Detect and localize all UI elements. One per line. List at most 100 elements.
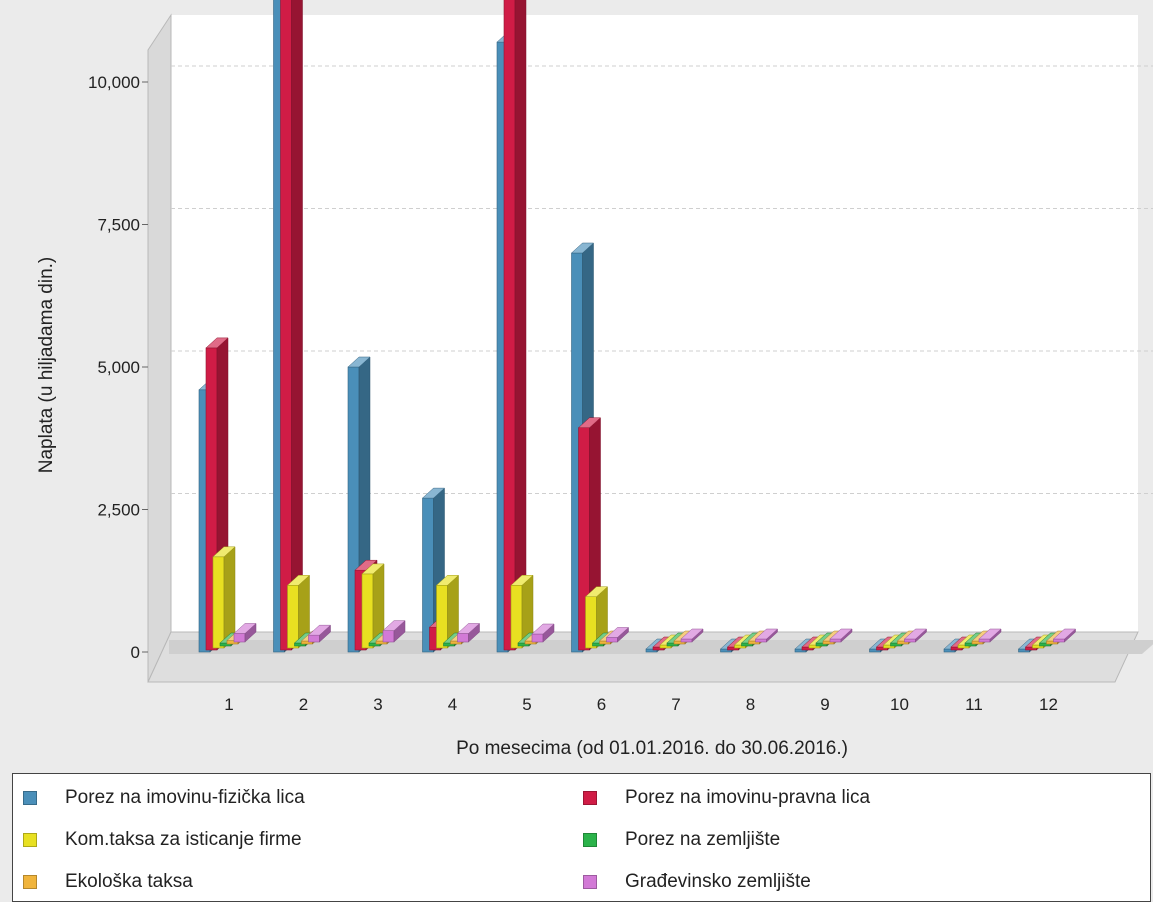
bar-top (347, 356, 371, 368)
x-axis-ticks: 1 2 3 4 5 6 7 8 9 10 11 12 (224, 695, 1058, 714)
bar-top (978, 628, 1002, 640)
legend-swatch (583, 833, 597, 847)
x-tick-label: 10 (890, 695, 909, 714)
bar-front (233, 633, 246, 643)
bar (605, 626, 630, 643)
bar-top (233, 623, 257, 634)
legend-label: Ekološka taksa (65, 871, 193, 892)
x-tick-label: 9 (820, 695, 829, 714)
bar-front (382, 630, 395, 643)
bar (754, 628, 779, 643)
legend: Porez na imovinu-fizička lica Porez na im… (12, 773, 1151, 902)
bar (978, 628, 1002, 643)
bar-top (456, 623, 481, 634)
x-tick-label: 6 (597, 695, 606, 714)
legend-item: Porez na imovinu-fizička lica (23, 786, 305, 810)
bar-top (754, 628, 779, 640)
x-axis-label: Po mesecima (od 01.01.2016. do 30.06.201… (456, 738, 848, 759)
bar-top (570, 242, 595, 254)
legend-item: Porez na zemljište (583, 828, 780, 852)
x-tick-label: 5 (522, 695, 531, 714)
bar-top (510, 575, 534, 586)
x-tick-label: 1 (224, 695, 233, 714)
bar-top (1052, 628, 1077, 640)
bar (1052, 628, 1077, 643)
bar-top (680, 628, 704, 640)
bar-top (435, 575, 460, 586)
legend-item: Kom.taksa za isticanje firme (23, 828, 302, 852)
bar-front (436, 584, 448, 649)
bar (361, 563, 385, 649)
bar (903, 628, 928, 643)
bar-top (531, 623, 555, 635)
x-tick-label: 4 (448, 695, 457, 714)
bar-front (212, 556, 225, 649)
bar-top (584, 586, 609, 597)
legend-label: Kom.taksa za isticanje firme (65, 829, 302, 850)
bar-front (308, 634, 320, 643)
bar-front (503, 0, 516, 651)
gridlines (171, 65, 1153, 494)
y-tick-label: 10,000 (88, 73, 140, 92)
bar-front (755, 638, 767, 643)
y-axis-label: Naplata (u hiljadama din.) (36, 257, 57, 474)
bar (503, 0, 527, 651)
bar-front (904, 638, 916, 643)
bar-top (577, 417, 602, 428)
bar-front (1053, 638, 1065, 643)
bar (212, 546, 236, 649)
bar (307, 624, 332, 643)
bar (829, 628, 853, 643)
x-tick-label: 2 (299, 695, 308, 714)
legend-label: Građevinsko zemljište (625, 871, 811, 892)
legend-swatch (583, 791, 597, 805)
legend-label: Porez na imovinu-fizička lica (65, 787, 305, 808)
y-tick-label: 0 (131, 643, 140, 662)
bar-front (280, 0, 292, 651)
bar-top (605, 627, 630, 638)
bar (233, 622, 257, 643)
bars (198, 0, 1077, 653)
legend-label: Porez na imovinu-pravna lica (625, 787, 871, 808)
x-tick-label: 7 (671, 695, 680, 714)
bar-front (531, 633, 544, 643)
bar-front (680, 638, 693, 643)
bar-top (421, 487, 446, 499)
bar-top (205, 337, 229, 349)
bar-top (361, 563, 385, 575)
legend-item: Ekološka taksa (23, 870, 193, 894)
bar (280, 0, 303, 651)
bar-front (606, 637, 618, 643)
legend-swatch (23, 875, 37, 889)
x-tick-label: 8 (746, 695, 755, 714)
bar-front (361, 573, 374, 649)
bar-front (457, 633, 469, 643)
bar-front (510, 584, 523, 649)
bar-top (286, 575, 311, 586)
legend-swatch (23, 833, 37, 847)
legend-swatch (23, 791, 37, 805)
legend-item: Porez na imovinu-pravna lica (583, 786, 870, 810)
bar-front (287, 584, 299, 649)
bar-top (307, 624, 332, 636)
bar-front (978, 638, 991, 643)
bar-top (354, 559, 378, 571)
bar (531, 623, 555, 643)
bar (456, 622, 481, 643)
bar (510, 574, 534, 649)
bar-top (903, 628, 928, 640)
y-tick-label: 7,500 (97, 216, 140, 235)
back-wall (171, 15, 1138, 632)
bar (680, 628, 704, 643)
bar-front (829, 638, 842, 643)
x-tick-label: 11 (965, 695, 983, 714)
bar (435, 574, 460, 649)
bar-side (291, 0, 303, 651)
legend-swatch (583, 875, 597, 889)
bar (584, 586, 609, 649)
bar-front (585, 596, 597, 649)
bar-top (212, 546, 236, 558)
bar (382, 620, 406, 643)
y-tick-label: 5,000 (97, 358, 140, 377)
